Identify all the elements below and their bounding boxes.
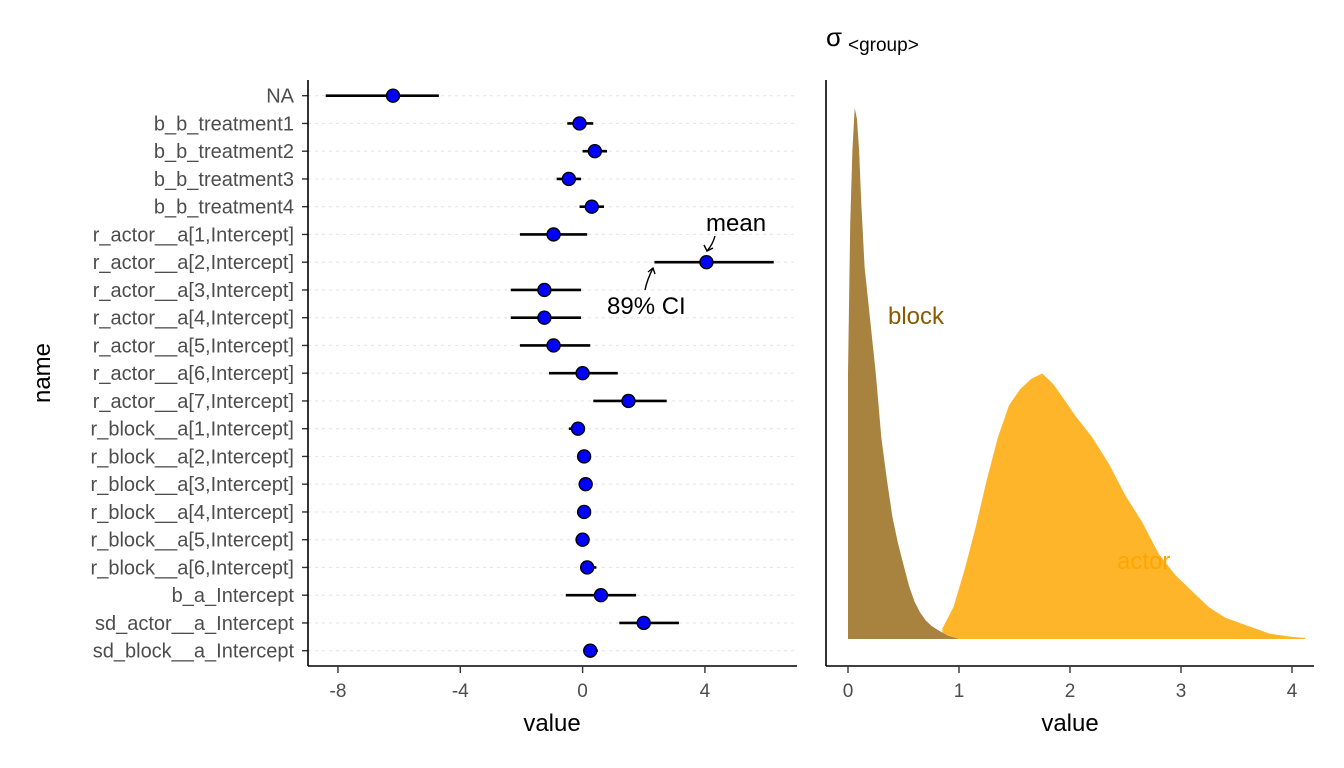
mean-annotation-arrowhead [703,244,714,252]
forest-panel: NA b_b_treatment1 b_b_treatment2 b_b_treatm… [29,80,797,737]
mean-point [699,255,714,270]
mean-point [546,338,561,353]
density-x-axis-title: value [1041,710,1098,737]
mean-point [537,310,552,325]
density-x-ticks: 0 1 2 3 4 [843,666,1298,702]
y-tick-label: NA [266,86,294,108]
forest-x-ticks: -8 -4 0 4 [330,666,711,702]
density-title-sigma: σ [826,22,842,52]
forest-rows: NA b_b_treatment1 b_b_treatment2 b_b_treatm… [91,86,774,663]
y-tick-label: b_b_treatment3 [154,169,294,191]
mean-annotation: mean [703,210,766,252]
x-tick-label: 0 [577,681,588,702]
mean-point [621,393,636,409]
x-tick-label: 2 [1065,681,1076,702]
y-tick-label: r_actor__a[2,Intercept] [93,252,294,274]
ci-annotation-arrowhead [647,266,656,275]
mean-annotation-label: mean [706,210,766,237]
mean-point [385,88,401,103]
mean-point [575,532,590,547]
y-tick-label: r_block__a[4,Intercept] [91,502,294,524]
y-tick-label: r_actor__a[1,Intercept] [93,224,294,246]
actor-area-label: actor [1117,548,1170,575]
ci-annotation: 89% CI [607,266,686,320]
x-tick-label: 0 [843,681,854,702]
x-tick-label: 4 [700,681,711,702]
ci-annotation-label: 89% CI [607,293,686,320]
density-areas [848,108,1306,639]
y-tick-label: r_block__a[2,Intercept] [91,446,294,468]
actor-density-area [942,373,1306,639]
forest-y-axis-title: name [29,343,56,403]
mean-point [636,615,651,631]
density-panel: σ <group> 0 1 2 3 4 value block actor [825,22,1314,737]
y-tick-label: r_actor__a[4,Intercept] [93,308,294,330]
y-tick-label: r_block__a[6,Intercept] [91,557,294,579]
y-tick-label: r_block__a[1,Intercept] [91,419,294,441]
x-tick-label: 3 [1176,681,1187,702]
x-tick-label: -4 [452,681,469,702]
density-title-subscript: <group> [848,35,919,56]
forest-x-axis-title: value [523,710,580,737]
mean-point [546,227,561,242]
mean-point [584,199,599,214]
mean-point [570,421,586,436]
mean-point [537,282,552,298]
mean-point [572,116,587,131]
mean-point [587,143,603,159]
ci-annotation-arrow [644,267,654,291]
mean-point [578,477,593,492]
y-tick-label: b_a_Intercept [172,585,295,607]
mean-point [583,643,598,658]
y-tick-label: r_actor__a[7,Intercept] [93,391,294,413]
y-tick-label: sd_actor__a_Intercept [95,613,294,635]
mean-point [561,171,577,187]
block-density-area [848,108,959,639]
x-tick-label: -8 [330,681,347,702]
mean-point [576,449,592,464]
y-tick-label: r_block__a[5,Intercept] [91,530,294,552]
y-tick-label: sd_block__a_Intercept [93,641,295,663]
y-tick-label: b_b_treatment2 [154,141,294,163]
y-tick-label: r_actor__a[5,Intercept] [93,335,294,357]
y-tick-label: r_actor__a[6,Intercept] [93,363,294,385]
x-tick-label: 4 [1287,681,1298,702]
y-tick-label: r_actor__a[3,Intercept] [93,280,294,302]
mean-point [579,560,595,575]
mean-point [593,588,609,603]
y-tick-label: b_b_treatment1 [154,113,294,135]
mean-point [576,504,592,520]
block-area-label: block [888,303,945,330]
x-tick-label: 1 [954,681,965,702]
mean-point [575,366,590,381]
y-tick-label: r_block__a[3,Intercept] [91,474,294,496]
y-tick-label: b_b_treatment4 [154,197,294,219]
